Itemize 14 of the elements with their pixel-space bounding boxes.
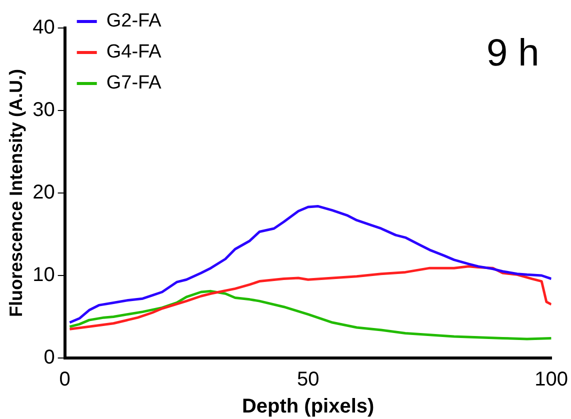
legend-label: G7-FA	[106, 72, 162, 94]
y-tick-label: 0	[44, 346, 55, 369]
annotation: 9 h	[486, 32, 540, 74]
y-tick-label: 20	[32, 182, 55, 204]
y-axis-title: Fluorescence Intensity (A.U.)	[6, 68, 26, 318]
y-tick-label: 30	[32, 99, 55, 122]
x-tick-label: 0	[59, 368, 70, 391]
x-axis-title: Depth (pixels)	[242, 396, 374, 418]
x-tick-label: 100	[534, 368, 568, 391]
legend-label: G4-FA	[106, 42, 162, 63]
y-tick-label: 40	[32, 16, 55, 39]
x-tick-label: 50	[296, 368, 320, 391]
y-tick-label: 10	[32, 264, 55, 286]
legend-label: G2-FA	[106, 10, 162, 32]
